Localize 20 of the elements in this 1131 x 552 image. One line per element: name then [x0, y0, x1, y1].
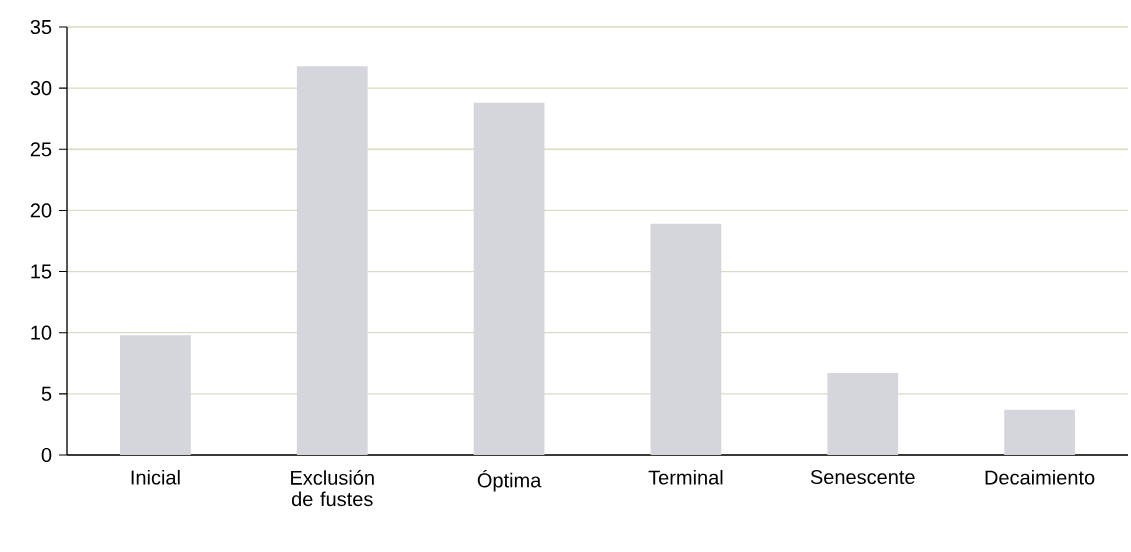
bar	[827, 373, 899, 455]
bar	[1004, 409, 1075, 455]
x-tick-label: Terminal	[648, 469, 723, 485]
x-tick-label: Exclusión de fustes	[291, 469, 374, 507]
y-tick-label: 0	[41, 447, 52, 463]
x-tick-label: Senescente	[810, 469, 915, 485]
y-tick-label: 15	[31, 264, 52, 279]
y-tick-label: 5	[41, 386, 52, 401]
bar	[296, 66, 368, 455]
y-tick-label: 10	[31, 325, 52, 340]
y-tick-label: 20	[30, 203, 52, 218]
x-tick-label: Decaimiento	[985, 469, 1095, 485]
y-tick-label: 30	[30, 81, 52, 96]
bar	[650, 223, 722, 455]
x-tick-label: Óptima	[477, 469, 542, 492]
y-tick-label: 25	[30, 142, 52, 157]
bar	[120, 335, 191, 455]
x-tick-label: Inicial	[131, 469, 180, 485]
bar	[473, 102, 545, 455]
y-tick-label: 35	[30, 19, 52, 35]
